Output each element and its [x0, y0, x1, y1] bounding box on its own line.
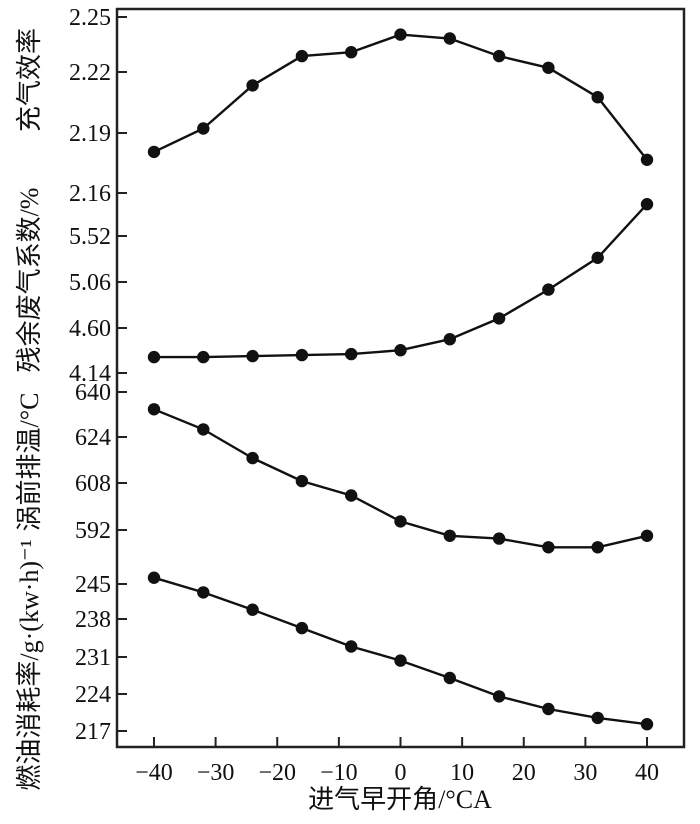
- y-tick-label: 608: [75, 471, 111, 497]
- data-point: [246, 349, 259, 363]
- y-tick-label: 2.25: [69, 5, 111, 31]
- y-tick-label: 4.60: [69, 316, 111, 342]
- data-point: [295, 348, 309, 362]
- y-axis-title: 残余废气系数/%: [15, 188, 44, 373]
- data-point: [542, 61, 555, 74]
- data-point: [295, 49, 309, 63]
- x-tick-label: 30: [573, 760, 597, 786]
- chart-panels: 2.25 2.22 2.19 2.16 充气效率 5.52 5.06 4.60 4.14 残余废气…: [15, 5, 654, 791]
- y-tick-label: 640: [75, 380, 111, 406]
- y-tick-label: 217: [75, 719, 111, 745]
- data-point: [246, 451, 259, 465]
- data-point: [640, 153, 654, 166]
- data-point: [394, 515, 407, 528]
- data-point: [640, 718, 654, 731]
- data-point: [640, 198, 654, 211]
- data-point: [591, 541, 604, 554]
- y-tick-label: 2.16: [69, 181, 111, 207]
- x-tick-label: −20: [258, 760, 296, 786]
- x-tick-label: 0: [395, 760, 407, 786]
- y-tick-label: 5.52: [69, 224, 111, 250]
- data-point: [591, 251, 604, 264]
- data-point: [345, 347, 358, 361]
- x-tick-label: −40: [135, 760, 173, 786]
- data-point: [394, 28, 407, 41]
- data-point: [147, 403, 161, 416]
- series-line: [153, 33, 648, 161]
- data-point: [246, 79, 259, 92]
- series-line: [153, 576, 648, 726]
- panel-3: 640 624 608 592 涡前排温/°C: [15, 380, 654, 554]
- y-tick-label: 224: [75, 682, 111, 708]
- data-point: [147, 350, 161, 364]
- data-point: [443, 671, 456, 685]
- data-point: [197, 586, 210, 599]
- data-point: [197, 122, 210, 135]
- data-point: [443, 529, 456, 542]
- data-point: [147, 571, 161, 584]
- data-point: [345, 640, 358, 653]
- data-point: [542, 283, 555, 296]
- data-point: [492, 690, 506, 703]
- data-point: [492, 532, 506, 545]
- data-point: [443, 333, 456, 346]
- y-tick-label: 245: [75, 572, 111, 598]
- data-point: [295, 474, 309, 488]
- y-tick-label: 624: [75, 425, 111, 451]
- x-axis: −40 −30 −20 −10 0 10 20 30 40: [135, 737, 659, 786]
- data-point: [443, 32, 456, 45]
- x-tick-label: 10: [450, 760, 474, 786]
- data-point: [492, 49, 506, 63]
- y-tick-label: 231: [75, 645, 111, 671]
- data-point: [345, 489, 358, 502]
- y-tick-label: 4.14: [69, 361, 111, 387]
- data-point: [394, 344, 407, 357]
- data-point: [591, 91, 604, 104]
- data-point: [640, 529, 654, 542]
- data-point: [542, 702, 555, 716]
- x-tick-label: −10: [320, 760, 358, 786]
- y-tick-label: 592: [75, 518, 111, 544]
- plot-frame: [115, 7, 686, 749]
- data-point: [394, 654, 407, 667]
- data-point: [197, 350, 210, 364]
- x-axis-title: 进气早开角/°CA: [308, 785, 492, 814]
- panel-4: 245 238 231 224 217 燃油消耗率/g·(kw·h)⁻¹: [15, 539, 654, 791]
- y-axis-title: 充气效率: [15, 28, 44, 132]
- panel-1: 2.25 2.22 2.19 2.16 充气效率: [15, 5, 654, 207]
- data-point: [197, 423, 210, 436]
- x-tick-label: 40: [635, 760, 659, 786]
- y-axis-title: 燃油消耗率/g·(kw·h)⁻¹: [15, 539, 44, 790]
- y-tick-label: 2.19: [69, 121, 111, 147]
- series-line: [154, 203, 648, 359]
- data-point: [591, 711, 604, 725]
- x-tick-label: 20: [512, 760, 536, 786]
- y-axis-title: 涡前排温/°C: [15, 393, 44, 532]
- y-tick-label: 2.22: [69, 60, 111, 86]
- panel-2: 5.52 5.06 4.60 4.14 残余废气系数/%: [15, 188, 654, 387]
- data-point: [295, 621, 309, 635]
- x-tick-label: −30: [197, 760, 235, 786]
- data-point: [492, 312, 506, 325]
- y-tick-label: 238: [75, 607, 111, 633]
- data-point: [147, 145, 161, 159]
- data-point: [542, 541, 555, 554]
- data-point: [246, 603, 259, 616]
- y-tick-label: 5.06: [69, 270, 111, 296]
- data-point: [345, 46, 358, 59]
